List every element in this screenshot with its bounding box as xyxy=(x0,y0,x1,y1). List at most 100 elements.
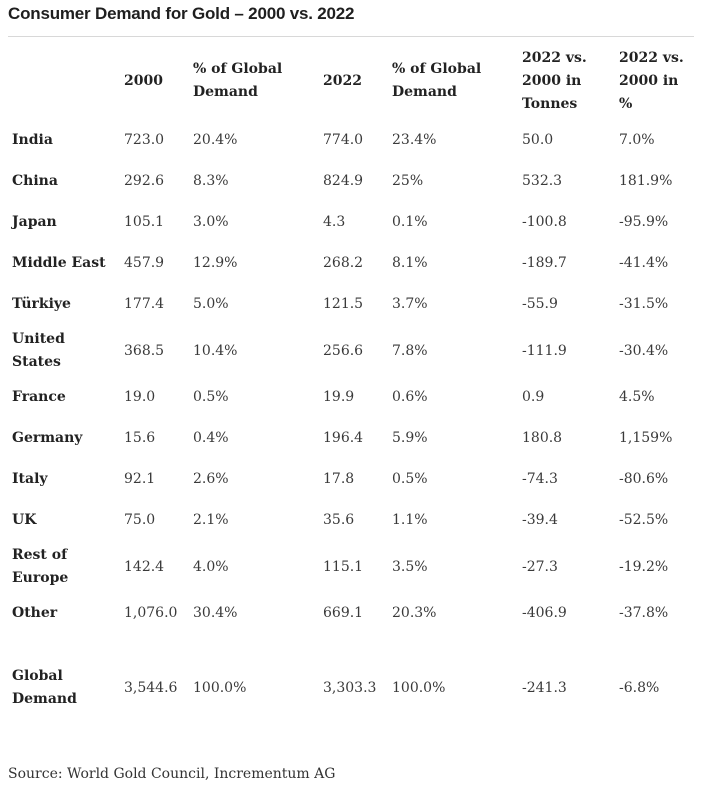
cell-2022: 196.4 xyxy=(323,430,364,446)
cell-2022: 121.5 xyxy=(323,296,364,312)
cell-country: United States xyxy=(12,331,65,370)
total-row: Global Demand 3,544.6 100.0% 3,303.3 100.0% -… xyxy=(8,662,694,714)
cell-country: Türkiye xyxy=(12,296,71,312)
cell-pct-2000: 2.6% xyxy=(193,471,229,487)
cell-diff-pct: -19.2% xyxy=(619,558,669,575)
cell-pct-2022: 8.1% xyxy=(392,255,428,271)
cell-2000: 105.1 xyxy=(124,214,165,230)
header-diff-tonnes: 2022 vs. 2000 in Tonnes xyxy=(522,49,587,112)
cell-diff-pct: -31.5% xyxy=(619,296,669,312)
cell-2022: 3,303.3 xyxy=(323,679,377,696)
cell-pct-2000: 12.9% xyxy=(193,255,238,271)
table-row: Japan 105.1 3.0% 4.3 0.1% -100.8 -95.9% xyxy=(8,202,694,243)
cell-diff-tonnes: -39.4 xyxy=(522,512,558,528)
cell-country: India xyxy=(12,132,53,148)
table-row: Middle East 457.9 12.9% 268.2 8.1% -189.7 -41.… xyxy=(8,243,694,284)
cell-2000: 3,544.6 xyxy=(124,679,178,696)
cell-pct-2000: 0.5% xyxy=(193,389,229,405)
title-divider xyxy=(8,36,694,37)
header-diff-pct: 2022 vs. 2000 in % xyxy=(619,49,684,112)
cell-2022: 35.6 xyxy=(323,512,355,528)
cell-2022: 4.3 xyxy=(323,214,346,230)
cell-2000: 457.9 xyxy=(124,255,165,271)
table-row: France 19.0 0.5% 19.9 0.6% 0.9 4.5% xyxy=(8,377,694,418)
cell-country: France xyxy=(12,389,66,405)
cell-diff-pct: -30.4% xyxy=(619,342,669,359)
cell-diff-tonnes: 0.9 xyxy=(522,389,545,405)
cell-country: UK xyxy=(12,512,37,528)
cell-diff-pct: 181.9% xyxy=(619,173,673,189)
cell-country: Japan xyxy=(12,214,57,230)
table-row: Germany 15.6 0.4% 196.4 5.9% 180.8 1,159% xyxy=(8,418,694,459)
table-body: India 723.0 20.4% 774.0 23.4% 50.0 7.0% China 29… xyxy=(8,120,694,714)
cell-pct-2022: 0.1% xyxy=(392,214,428,230)
cell-2022: 256.6 xyxy=(323,342,364,359)
cell-pct-2000: 100.0% xyxy=(193,679,247,696)
cell-2022: 774.0 xyxy=(323,132,364,148)
table-row: Other 1,076.0 30.4% 669.1 20.3% -406.9 -37.8% xyxy=(8,593,694,634)
cell-pct-2022: 7.8% xyxy=(392,342,428,359)
cell-2022: 268.2 xyxy=(323,255,364,271)
header-2000: 2000 xyxy=(124,72,163,89)
cell-country: Italy xyxy=(12,471,48,487)
spacer-cell xyxy=(8,634,694,662)
table-row: China 292.6 8.3% 824.9 25% 532.3 181.9% xyxy=(8,161,694,202)
cell-pct-2022: 5.9% xyxy=(392,430,428,446)
cell-2022: 115.1 xyxy=(323,558,364,575)
cell-diff-pct: -41.4% xyxy=(619,255,669,271)
table-row: United States 368.5 10.4% 256.6 7.8% -111.9 -3… xyxy=(8,325,694,377)
cell-pct-2000: 2.1% xyxy=(193,512,229,528)
cell-pct-2000: 0.4% xyxy=(193,430,229,446)
cell-pct-2000: 3.0% xyxy=(193,214,229,230)
cell-diff-tonnes: -241.3 xyxy=(522,679,567,696)
cell-2000: 368.5 xyxy=(124,342,165,359)
cell-diff-tonnes: -111.9 xyxy=(522,342,567,359)
cell-country: Germany xyxy=(12,430,83,446)
cell-diff-pct: -52.5% xyxy=(619,512,669,528)
cell-diff-tonnes: 180.8 xyxy=(522,430,563,446)
cell-diff-tonnes: -74.3 xyxy=(522,471,558,487)
cell-pct-2022: 1.1% xyxy=(392,512,428,528)
cell-pct-2022: 23.4% xyxy=(392,132,437,148)
cell-diff-pct: 1,159% xyxy=(619,430,673,446)
cell-pct-2022: 3.7% xyxy=(392,296,428,312)
page-title: Consumer Demand for Gold – 2000 vs. 2022 xyxy=(8,4,355,23)
table-row: India 723.0 20.4% 774.0 23.4% 50.0 7.0% xyxy=(8,120,694,161)
cell-pct-2000: 5.0% xyxy=(193,296,229,312)
cell-2022: 669.1 xyxy=(323,605,364,621)
table-row: Rest of Europe 142.4 4.0% 115.1 3.5% -27.3 -19… xyxy=(8,541,694,593)
cell-diff-pct: -37.8% xyxy=(619,605,669,621)
cell-pct-2022: 100.0% xyxy=(392,679,446,696)
table-row: Italy 92.1 2.6% 17.8 0.5% -74.3 -80.6% xyxy=(8,459,694,500)
cell-diff-tonnes: -55.9 xyxy=(522,296,558,312)
cell-diff-tonnes: -27.3 xyxy=(522,558,558,575)
cell-pct-2000: 30.4% xyxy=(193,605,238,621)
cell-pct-2022: 25% xyxy=(392,173,424,189)
cell-diff-pct: 7.0% xyxy=(619,132,655,148)
cell-2000: 15.6 xyxy=(124,430,156,446)
cell-diff-pct: 4.5% xyxy=(619,389,655,405)
cell-pct-2000: 20.4% xyxy=(193,132,238,148)
cell-2000: 723.0 xyxy=(124,132,165,148)
cell-country: China xyxy=(12,173,58,189)
cell-diff-pct: -80.6% xyxy=(619,471,669,487)
cell-pct-2000: 10.4% xyxy=(193,342,238,359)
cell-2000: 19.0 xyxy=(124,389,156,405)
cell-country: Global Demand xyxy=(12,668,77,707)
table-row: UK 75.0 2.1% 35.6 1.1% -39.4 -52.5% xyxy=(8,500,694,541)
cell-2000: 177.4 xyxy=(124,296,165,312)
cell-2000: 292.6 xyxy=(124,173,165,189)
cell-country: Middle East xyxy=(12,255,106,271)
cell-2000: 92.1 xyxy=(124,471,156,487)
cell-diff-tonnes: 532.3 xyxy=(522,173,563,189)
spacer-row xyxy=(8,634,694,662)
cell-diff-tonnes: -189.7 xyxy=(522,255,567,271)
cell-2000: 75.0 xyxy=(124,512,156,528)
header-pct-2000: % of Global Demand xyxy=(193,61,283,100)
source-note: Source: World Gold Council, Incrementum … xyxy=(8,766,336,782)
cell-2022: 17.8 xyxy=(323,471,355,487)
cell-pct-2022: 20.3% xyxy=(392,605,437,621)
cell-diff-tonnes: -100.8 xyxy=(522,214,567,230)
cell-country: Other xyxy=(12,605,58,621)
cell-pct-2000: 4.0% xyxy=(193,558,229,575)
